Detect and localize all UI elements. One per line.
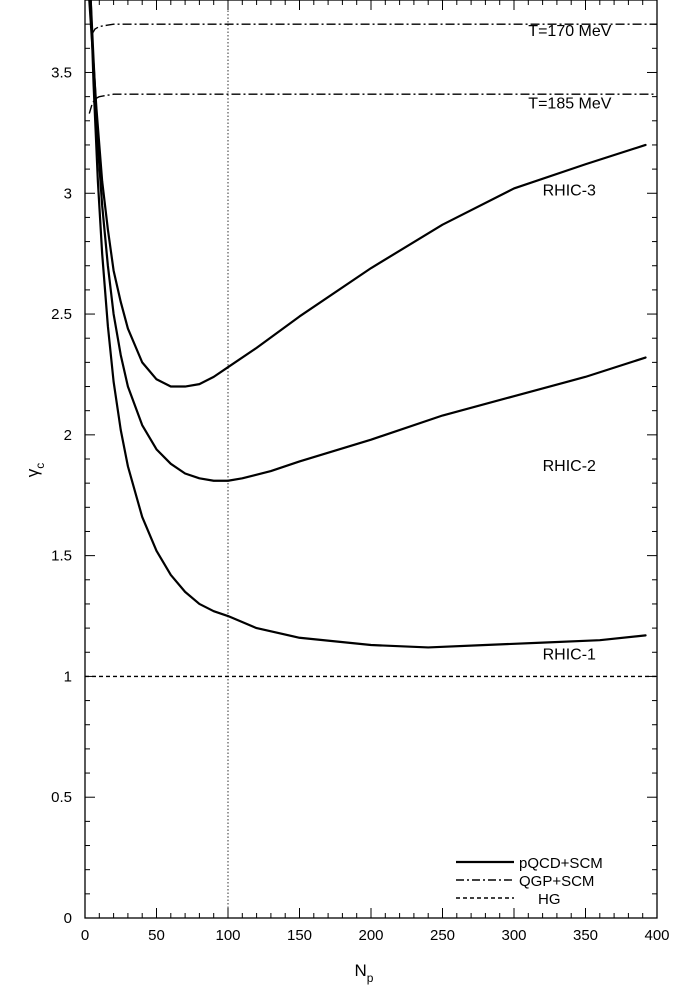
y-axis-title: γc [23,463,47,478]
series-line-t-185-mev [88,93,657,114]
x-tick-label: 50 [148,927,165,944]
x-tick-label: 150 [287,927,312,944]
x-tick-label: 400 [644,927,669,944]
y-tick-label: 0.5 [51,789,72,806]
annotation-t-170-mev: T=170 MeV [528,23,611,40]
legend: pQCD+SCM QGP+SCM HG [456,855,603,908]
series-layer [85,0,657,678]
y-tick-label: 3 [64,185,72,202]
y-tick-label: 0 [64,910,72,927]
series-line-rhic-2 [89,0,647,482]
x-tick-label: 300 [501,927,526,944]
series-line-t-170-mev [91,23,657,35]
x-axis-title: Np [355,961,374,985]
legend-label-pqcd-scm: pQCD+SCM [519,855,603,872]
x-tick-label: 0 [81,927,89,944]
annotation-t-185-mev: T=185 MeV [528,96,611,113]
series-line-rhic-1 [89,0,647,649]
y-tick-label: 2 [64,427,72,444]
annotation-rhic-3: RHIC-3 [543,183,596,200]
annotation-rhic-2: RHIC-2 [543,458,596,475]
annotation-rhic-1: RHIC-1 [543,647,596,664]
x-tick-label: 100 [215,927,240,944]
x-tick-label: 350 [573,927,598,944]
y-tick-label: 2.5 [51,306,72,323]
x-tick-label: 250 [430,927,455,944]
ticks-layer: 0 50 100 150 200 250 300 350 400 0 0.5 1 1.5 2 2.5 3 3.5 [51,0,670,944]
legend-label-qgp-scm: QGP+SCM [519,873,594,890]
y-tick-label: 1.5 [51,548,72,565]
annotation-layer: T=170 MeV T=185 MeV RHIC-3 RHIC-2 RHIC-1 [528,23,611,663]
series-line-rhic-3 [88,0,647,388]
y-tick-label: 3.5 [51,64,72,81]
x-tick-label: 200 [358,927,383,944]
legend-label-hg: HG [538,891,561,908]
y-tick-label: 1 [64,668,72,685]
